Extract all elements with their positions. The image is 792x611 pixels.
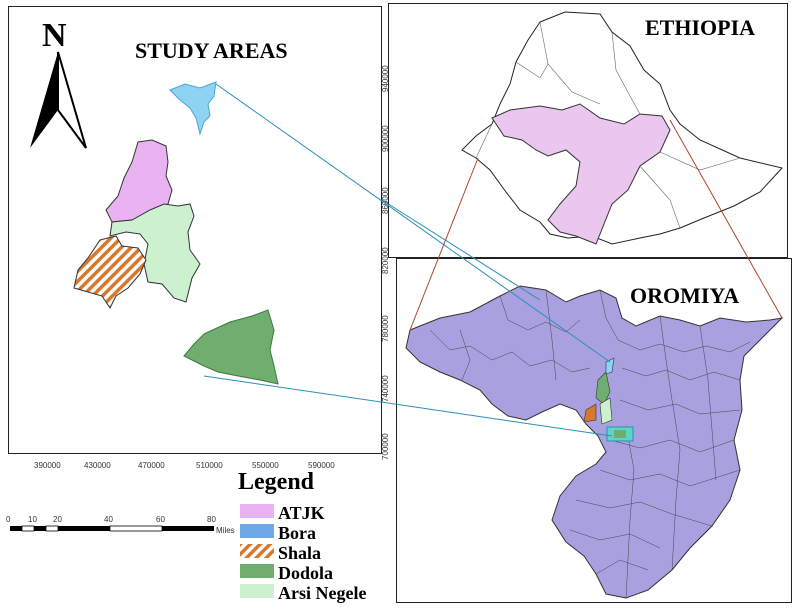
north-arrow-icon: N xyxy=(30,17,87,149)
legend-label-bora: Bora xyxy=(278,523,316,543)
legend: Legend ATJK Bora Shala Dodola Arsi Negel… xyxy=(238,469,366,603)
x-tick-430000: 430000 xyxy=(84,461,111,470)
legend-label-shala: Shala xyxy=(278,543,321,563)
scale-label-0: 0 xyxy=(6,515,11,524)
arsi-negele-area xyxy=(109,203,201,303)
scale-label-80: 80 xyxy=(207,515,216,524)
oromiya-district-borders xyxy=(429,289,751,599)
study-map-y-ticks: 940000 900000 860000 820000 780000 74000… xyxy=(381,65,390,460)
oromiya-title: OROMIYA xyxy=(630,283,739,308)
study-areas-panel xyxy=(8,6,382,454)
y-tick-860000: 860000 xyxy=(381,187,390,214)
scale-label-10: 10 xyxy=(28,515,37,524)
scale-bar: 0 10 20 40 60 80 Miles xyxy=(6,515,235,535)
legend-title: Legend xyxy=(238,469,315,495)
x-tick-470000: 470000 xyxy=(138,461,165,470)
x-tick-550000: 550000 xyxy=(252,461,279,470)
oromiya-atjk-marker xyxy=(595,371,611,405)
legend-label-atjk: ATJK xyxy=(278,503,325,523)
x-tick-510000: 510000 xyxy=(196,461,223,470)
legend-swatch-dodola xyxy=(240,564,274,578)
ethiopia-region-borders xyxy=(475,21,741,229)
scale-unit: Miles xyxy=(216,526,235,535)
study-map-x-ticks: 390000 430000 470000 510000 550000 59000… xyxy=(34,461,335,470)
y-tick-780000: 780000 xyxy=(381,315,390,342)
ethiopia-title: ETHIOPIA xyxy=(645,15,755,40)
oromiya-region xyxy=(405,285,784,599)
oromiya-arsi-negele-marker xyxy=(599,397,613,425)
y-tick-700000: 700000 xyxy=(381,433,390,460)
ethiopia-oromiya-region xyxy=(491,103,671,245)
scale-label-20: 20 xyxy=(53,515,62,524)
legend-swatch-atjk xyxy=(240,504,274,518)
legend-swatch-bora xyxy=(240,524,274,538)
leader-lines xyxy=(203,83,783,437)
shala-area xyxy=(73,235,147,309)
legend-label-dodola: Dodola xyxy=(278,563,333,583)
north-label: N xyxy=(42,17,67,54)
y-tick-820000: 820000 xyxy=(381,247,390,274)
y-tick-940000: 940000 xyxy=(381,65,390,92)
oromiya-shala-marker xyxy=(583,403,597,423)
scale-label-40: 40 xyxy=(104,515,113,524)
legend-swatch-shala xyxy=(240,544,274,558)
y-tick-900000: 900000 xyxy=(381,125,390,152)
oromiya-dodola-core xyxy=(614,430,626,438)
x-tick-590000: 590000 xyxy=(308,461,335,470)
study-areas-title: STUDY AREAS xyxy=(135,38,288,63)
oromiya-bora-marker xyxy=(605,357,615,375)
x-tick-390000: 390000 xyxy=(34,461,61,470)
legend-swatch-arsi-negele xyxy=(240,584,274,598)
scale-label-60: 60 xyxy=(156,515,165,524)
dodola-area xyxy=(183,309,279,385)
y-tick-740000: 740000 xyxy=(381,375,390,402)
bora-area xyxy=(169,81,217,136)
legend-label-arsi-negele: Arsi Negele xyxy=(278,583,366,603)
